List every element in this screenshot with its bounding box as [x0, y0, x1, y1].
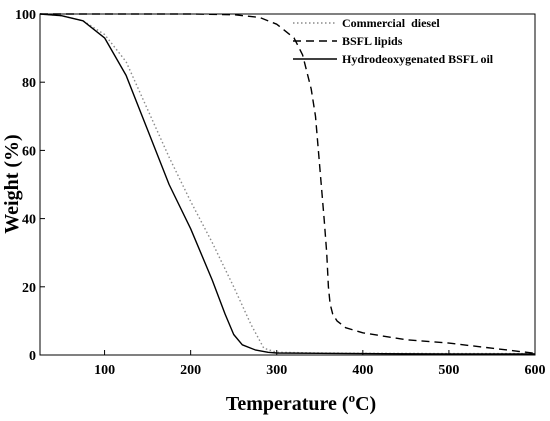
legend-label-commercial-diesel: Commercial diesel — [342, 16, 440, 30]
x-tick-label-100: 100 — [94, 363, 115, 378]
plot-frame — [39, 13, 536, 356]
y-axis-title: Weight (%) — [1, 134, 23, 233]
y-tick-label-20: 20 — [22, 281, 36, 296]
legend: Commercial diesel BSFL lipids Hydrodeoxy… — [293, 16, 494, 66]
x-axis-title: Temperature (oC) — [226, 390, 376, 415]
x-tick-label-400: 400 — [352, 363, 373, 378]
y-tick-label-100: 100 — [15, 8, 36, 23]
axis-ticks: 100 200 300 400 500 600 0 20 40 60 80 100 — [15, 8, 546, 378]
x-tick-label-500: 500 — [438, 363, 459, 378]
series-layer — [39, 13, 536, 355]
x-tick-label-300: 300 — [266, 363, 287, 378]
x-tick-label-200: 200 — [180, 363, 201, 378]
y-tick-label-0: 0 — [29, 349, 36, 364]
series-line-1 — [40, 13, 536, 354]
legend-label-hdo-bsfl-oil: Hydrodeoxygenated BSFL oil — [342, 52, 494, 66]
series-line-2 — [39, 13, 535, 355]
y-tick-label-80: 80 — [22, 76, 36, 91]
legend-label-bsfl-lipids: BSFL lipids — [342, 34, 403, 48]
y-tick-label-40: 40 — [22, 213, 36, 228]
x-tick-label-600: 600 — [525, 363, 546, 378]
y-tick-label-60: 60 — [22, 144, 36, 159]
